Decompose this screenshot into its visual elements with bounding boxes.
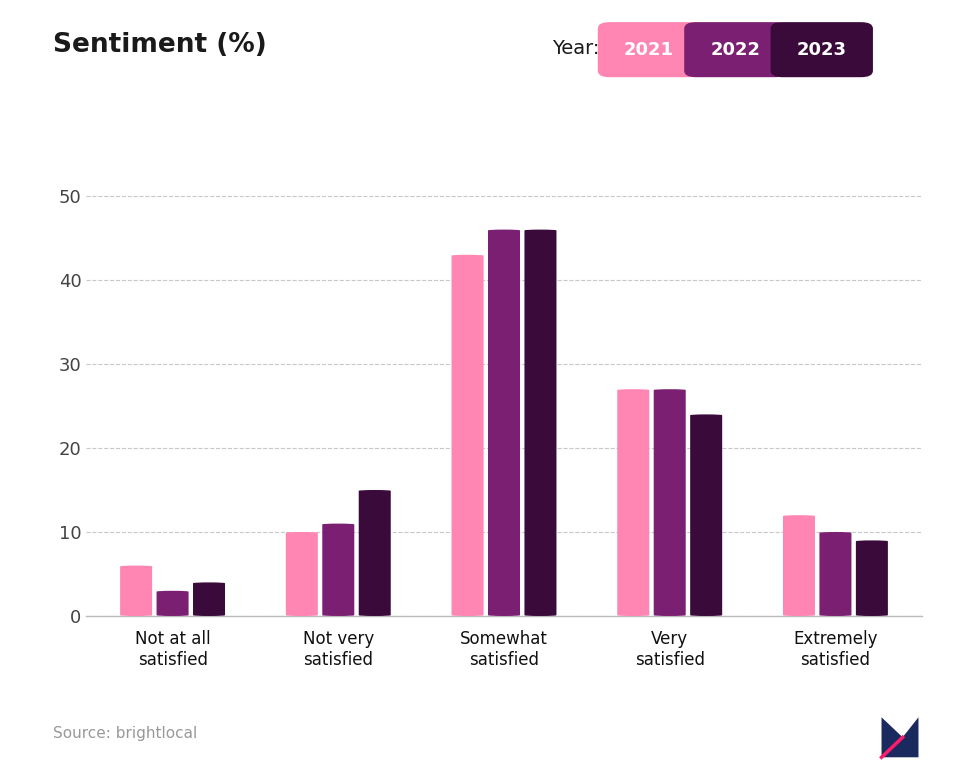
Text: Sentiment (%): Sentiment (%) <box>53 32 267 58</box>
FancyBboxPatch shape <box>617 389 649 616</box>
Text: 2023: 2023 <box>797 41 847 59</box>
FancyBboxPatch shape <box>286 532 318 616</box>
FancyBboxPatch shape <box>684 22 786 77</box>
FancyBboxPatch shape <box>359 490 391 616</box>
Text: Year:: Year: <box>552 39 599 58</box>
Text: 2022: 2022 <box>710 41 760 59</box>
Polygon shape <box>881 718 919 758</box>
FancyBboxPatch shape <box>451 255 484 616</box>
FancyBboxPatch shape <box>488 229 520 616</box>
FancyBboxPatch shape <box>690 414 722 616</box>
FancyBboxPatch shape <box>820 532 852 616</box>
FancyBboxPatch shape <box>856 541 888 616</box>
FancyBboxPatch shape <box>598 22 700 77</box>
FancyBboxPatch shape <box>323 524 354 616</box>
FancyBboxPatch shape <box>654 389 685 616</box>
FancyBboxPatch shape <box>120 566 152 616</box>
Text: 2021: 2021 <box>624 41 674 59</box>
FancyBboxPatch shape <box>193 582 225 616</box>
Text: Source: brightlocal: Source: brightlocal <box>53 726 197 741</box>
FancyBboxPatch shape <box>156 591 188 616</box>
FancyBboxPatch shape <box>524 229 557 616</box>
FancyBboxPatch shape <box>771 22 873 77</box>
FancyBboxPatch shape <box>783 515 815 616</box>
